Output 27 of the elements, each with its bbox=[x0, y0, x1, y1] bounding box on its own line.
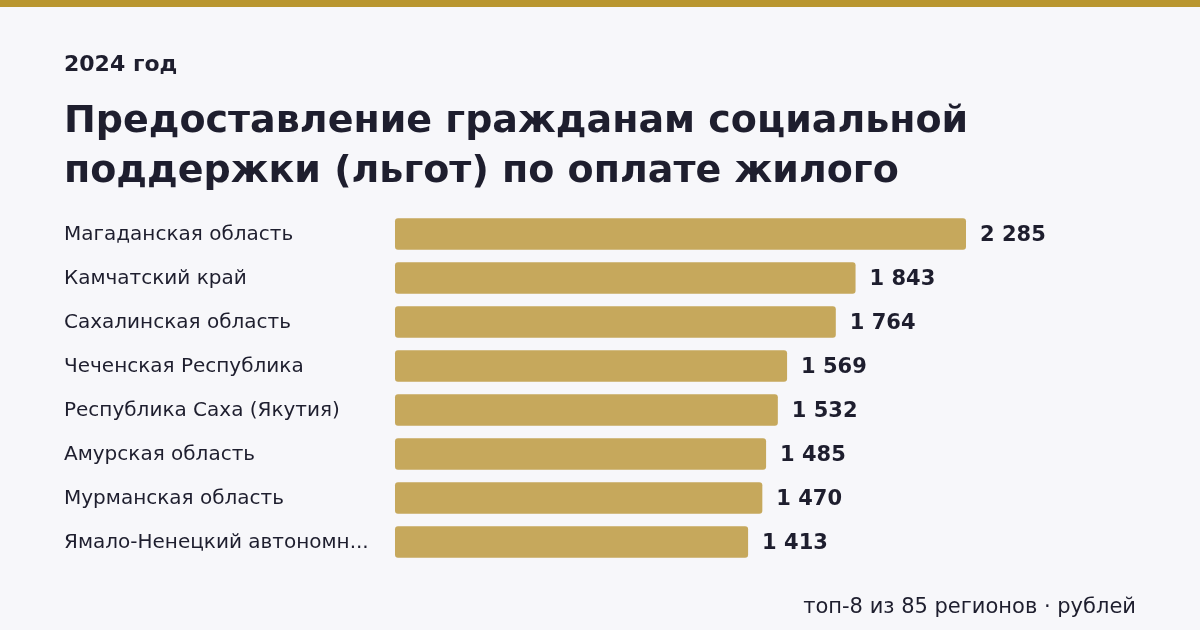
bar bbox=[395, 526, 749, 558]
data-label: 1 532 bbox=[791, 398, 858, 423]
y-tick-label: Камчатский край bbox=[64, 265, 247, 290]
y-tick-label: Ямало-Ненецкий автономн... bbox=[64, 529, 369, 554]
chart-title: Предоставление гражданам социальной поддержки (льгот) по оплате жилого bbox=[64, 97, 969, 191]
data-label: 2 285 bbox=[980, 222, 1046, 247]
bar bbox=[395, 262, 856, 294]
text: топ-8 из 85 регионов · рублей bbox=[803, 594, 1136, 618]
data-label: 1 843 bbox=[869, 266, 936, 291]
y-tick-label: Сахалинская область bbox=[64, 309, 291, 334]
y-tick-label: Магаданская область bbox=[64, 221, 294, 246]
data-label: 1 569 bbox=[801, 354, 867, 379]
y-tick-label: Амурская область bbox=[64, 441, 256, 466]
bar bbox=[395, 306, 836, 338]
bar bbox=[395, 394, 778, 426]
bar bbox=[395, 438, 767, 470]
bar bbox=[395, 218, 966, 250]
data-label: 1 470 bbox=[776, 486, 843, 511]
data-label: 1 413 bbox=[762, 530, 828, 555]
data-label: 1 485 bbox=[780, 442, 846, 467]
y-tick-label: Мурманская область bbox=[64, 485, 284, 510]
text: 2024 год bbox=[64, 51, 178, 76]
y-tick-label: Чеченская Республика bbox=[64, 353, 304, 378]
y-tick-label: Республика Саха (Якутия) bbox=[64, 397, 340, 422]
bar bbox=[395, 350, 788, 382]
data-label: 1 764 bbox=[849, 310, 916, 335]
bar bbox=[395, 482, 763, 514]
